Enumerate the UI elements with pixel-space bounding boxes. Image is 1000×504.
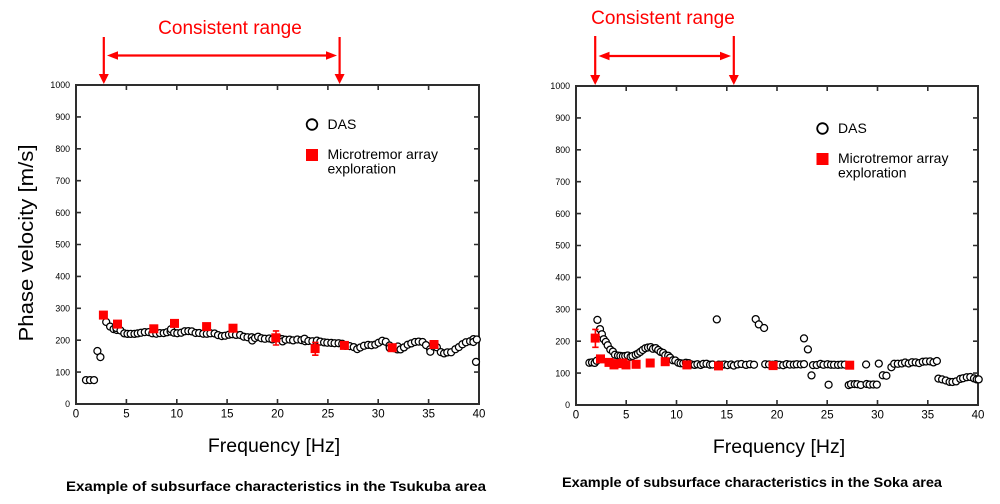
svg-text:1000: 1000	[550, 81, 570, 91]
svg-text:900: 900	[55, 112, 70, 122]
svg-text:500: 500	[55, 240, 70, 250]
svg-text:5: 5	[623, 410, 629, 422]
svg-text:10: 10	[170, 409, 183, 421]
svg-text:Microtremor array: Microtremor array	[838, 150, 948, 166]
svg-text:400: 400	[55, 272, 70, 282]
svg-text:Consistent range: Consistent range	[591, 8, 735, 29]
svg-text:1000: 1000	[50, 80, 70, 90]
svg-text:800: 800	[55, 144, 70, 154]
svg-text:15: 15	[720, 410, 733, 422]
svg-text:Phase velocity [m/s]: Phase velocity [m/s]	[16, 145, 38, 342]
svg-text:exploration: exploration	[328, 161, 397, 177]
svg-text:Frequency [Hz]: Frequency [Hz]	[208, 435, 340, 457]
svg-text:100: 100	[555, 368, 570, 378]
svg-text:Frequency [Hz]: Frequency [Hz]	[713, 436, 845, 458]
svg-text:30: 30	[372, 409, 385, 421]
svg-text:25: 25	[322, 409, 335, 421]
svg-text:200: 200	[55, 335, 70, 345]
svg-text:700: 700	[555, 177, 570, 187]
svg-text:5: 5	[123, 409, 129, 421]
svg-text:600: 600	[555, 209, 570, 219]
svg-text:800: 800	[555, 145, 570, 155]
svg-text:200: 200	[555, 336, 570, 346]
svg-text:600: 600	[55, 208, 70, 218]
svg-text:Consistent range: Consistent range	[158, 18, 302, 39]
svg-text:0: 0	[65, 399, 70, 409]
svg-text:0: 0	[565, 400, 570, 410]
svg-text:10: 10	[670, 410, 683, 422]
svg-text:35: 35	[422, 409, 435, 421]
svg-text:Example of subsurface characte: Example of subsurface characteristics in…	[66, 478, 486, 494]
svg-text:400: 400	[555, 273, 570, 283]
svg-text:DAS: DAS	[328, 116, 357, 132]
svg-text:15: 15	[221, 409, 234, 421]
svg-text:DAS: DAS	[838, 120, 867, 136]
svg-text:40: 40	[473, 409, 486, 421]
svg-text:0: 0	[73, 409, 79, 421]
svg-text:500: 500	[555, 241, 570, 251]
svg-text:20: 20	[271, 409, 284, 421]
svg-text:35: 35	[921, 410, 934, 422]
svg-text:exploration: exploration	[838, 165, 907, 181]
svg-text:40: 40	[972, 410, 985, 422]
svg-text:Microtremor array: Microtremor array	[328, 146, 438, 162]
svg-text:300: 300	[55, 304, 70, 314]
svg-text:700: 700	[55, 176, 70, 186]
svg-text:25: 25	[821, 410, 834, 422]
svg-text:900: 900	[555, 113, 570, 123]
svg-text:Example of subsurface characte: Example of subsurface characteristics in…	[562, 474, 942, 490]
svg-text:20: 20	[771, 410, 784, 422]
svg-text:30: 30	[871, 410, 884, 422]
svg-text:0: 0	[573, 410, 579, 422]
svg-text:100: 100	[55, 367, 70, 377]
svg-text:300: 300	[555, 305, 570, 315]
